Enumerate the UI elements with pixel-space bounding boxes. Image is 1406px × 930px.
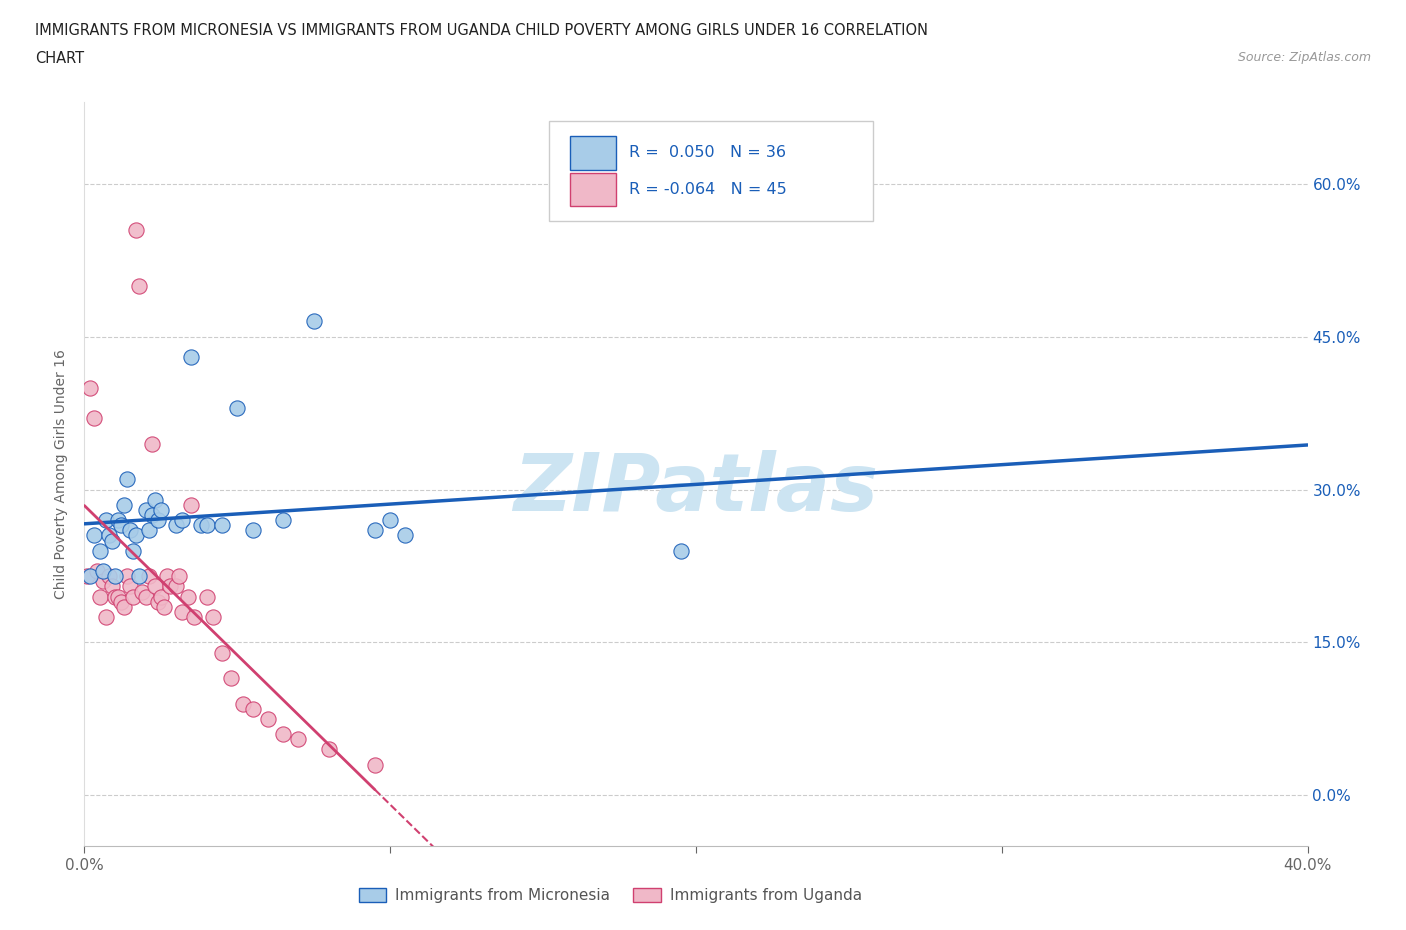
Point bbox=[146, 512, 169, 527]
Point bbox=[110, 518, 132, 533]
Point bbox=[190, 518, 212, 533]
Point bbox=[180, 498, 202, 512]
Point bbox=[97, 569, 120, 584]
Point bbox=[149, 590, 172, 604]
Point bbox=[159, 579, 181, 594]
Point bbox=[201, 609, 224, 624]
Point bbox=[394, 528, 416, 543]
Point bbox=[94, 609, 117, 624]
Point bbox=[89, 590, 111, 604]
Legend: Immigrants from Micronesia, Immigrants from Uganda: Immigrants from Micronesia, Immigrants f… bbox=[353, 882, 868, 910]
Point bbox=[271, 512, 294, 527]
Point bbox=[104, 569, 127, 584]
Point bbox=[364, 523, 387, 538]
Point bbox=[172, 512, 194, 527]
Point bbox=[135, 590, 157, 604]
FancyBboxPatch shape bbox=[550, 121, 873, 221]
Bar bbox=[569, 136, 616, 169]
Point bbox=[91, 574, 114, 589]
Text: CHART: CHART bbox=[35, 51, 84, 66]
Point bbox=[146, 594, 169, 609]
Point bbox=[232, 697, 254, 711]
Point bbox=[135, 502, 157, 517]
Point bbox=[165, 579, 187, 594]
Point bbox=[83, 528, 105, 543]
Point bbox=[120, 579, 142, 594]
Point bbox=[115, 569, 138, 584]
Point bbox=[242, 523, 264, 538]
Point bbox=[122, 590, 145, 604]
Point bbox=[271, 726, 294, 741]
Point bbox=[115, 472, 138, 486]
Bar bbox=[569, 173, 616, 206]
Point bbox=[165, 518, 187, 533]
Point bbox=[112, 498, 135, 512]
Y-axis label: Child Poverty Among Girls Under 16: Child Poverty Among Girls Under 16 bbox=[55, 350, 69, 599]
Point bbox=[149, 502, 172, 517]
Point bbox=[91, 564, 114, 578]
Point bbox=[110, 594, 132, 609]
Point bbox=[141, 436, 163, 451]
Point bbox=[107, 590, 129, 604]
Point bbox=[76, 569, 98, 584]
Point bbox=[94, 512, 117, 527]
Point bbox=[79, 569, 101, 584]
Point bbox=[302, 314, 325, 329]
Point bbox=[226, 401, 249, 416]
Point bbox=[195, 518, 218, 533]
Point bbox=[211, 645, 233, 660]
Point bbox=[167, 569, 190, 584]
Text: R =  0.050   N = 36: R = 0.050 N = 36 bbox=[628, 145, 786, 160]
Point bbox=[138, 569, 160, 584]
Point bbox=[107, 512, 129, 527]
Point bbox=[120, 523, 142, 538]
Point bbox=[125, 528, 148, 543]
Point bbox=[153, 599, 176, 614]
Point bbox=[104, 590, 127, 604]
Text: R = -0.064   N = 45: R = -0.064 N = 45 bbox=[628, 182, 786, 197]
Point bbox=[101, 533, 124, 548]
Point bbox=[172, 604, 194, 619]
Point bbox=[669, 543, 692, 558]
Point bbox=[138, 523, 160, 538]
Point bbox=[143, 579, 166, 594]
Point bbox=[86, 564, 108, 578]
Point bbox=[125, 222, 148, 237]
Point bbox=[128, 278, 150, 293]
Text: IMMIGRANTS FROM MICRONESIA VS IMMIGRANTS FROM UGANDA CHILD POVERTY AMONG GIRLS U: IMMIGRANTS FROM MICRONESIA VS IMMIGRANTS… bbox=[35, 23, 928, 38]
Point bbox=[380, 512, 402, 527]
Text: Source: ZipAtlas.com: Source: ZipAtlas.com bbox=[1237, 51, 1371, 64]
Point bbox=[83, 411, 105, 426]
Point bbox=[242, 701, 264, 716]
Point bbox=[219, 671, 242, 685]
Point bbox=[143, 492, 166, 507]
Point bbox=[183, 609, 205, 624]
Point bbox=[177, 590, 200, 604]
Point bbox=[141, 508, 163, 523]
Point bbox=[287, 732, 309, 747]
Point bbox=[101, 579, 124, 594]
Point bbox=[364, 757, 387, 772]
Point bbox=[89, 543, 111, 558]
Point bbox=[97, 528, 120, 543]
Point bbox=[180, 350, 202, 365]
Text: ZIPatlas: ZIPatlas bbox=[513, 450, 879, 528]
Point bbox=[318, 742, 340, 757]
Point bbox=[131, 584, 153, 599]
Point bbox=[257, 711, 280, 726]
Point bbox=[195, 590, 218, 604]
Point bbox=[156, 569, 179, 584]
Point bbox=[112, 599, 135, 614]
Point bbox=[128, 569, 150, 584]
Point bbox=[211, 518, 233, 533]
Point bbox=[122, 543, 145, 558]
Point bbox=[79, 380, 101, 395]
